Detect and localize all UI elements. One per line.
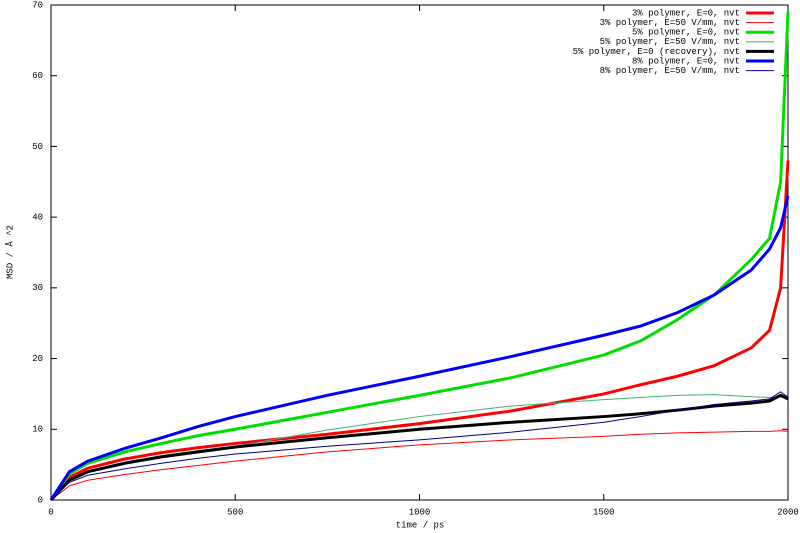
- y-tick-label: 70: [32, 0, 43, 10]
- series-line: [49, 195, 790, 501]
- series-line: [50, 430, 789, 501]
- legend-label: 5% polymer, E=50 V/mm, nvt: [600, 37, 740, 47]
- y-tick-label: 40: [32, 213, 43, 223]
- legend-label: 5% polymer, E=0, nvt: [632, 28, 740, 38]
- legend-label: 8% polymer, E=50 V/mm, nvt: [600, 66, 740, 76]
- legend-label: 3% polymer, E=0, nvt: [632, 8, 740, 18]
- y-tick-label: 10: [32, 425, 43, 435]
- series-line: [50, 391, 789, 501]
- series-line: [49, 393, 789, 502]
- x-tick-label: 2000: [777, 507, 799, 517]
- x-tick-label: 1000: [409, 507, 431, 517]
- y-tick-label: 50: [32, 142, 43, 152]
- series-line: [49, 12, 790, 501]
- y-tick-label: 20: [32, 354, 43, 364]
- y-tick-label: 0: [38, 495, 43, 505]
- y-axis-label: MSD / Å ^2: [4, 225, 15, 279]
- legend-label: 8% polymer, E=0, nvt: [632, 56, 740, 66]
- x-tick-label: 1500: [593, 507, 615, 517]
- x-tick-label: 500: [227, 507, 243, 517]
- y-tick-label: 60: [32, 71, 43, 81]
- x-tick-label: 0: [48, 507, 53, 517]
- legend-label: 5% polymer, E=0 (recovery), nvt: [573, 47, 740, 57]
- x-axis-label: time / ps: [396, 520, 445, 530]
- plot-frame: [50, 4, 789, 501]
- series-line: [49, 160, 790, 501]
- y-tick-label: 30: [32, 283, 43, 293]
- legend-label: 3% polymer, E=50 V/mm, nvt: [600, 18, 740, 28]
